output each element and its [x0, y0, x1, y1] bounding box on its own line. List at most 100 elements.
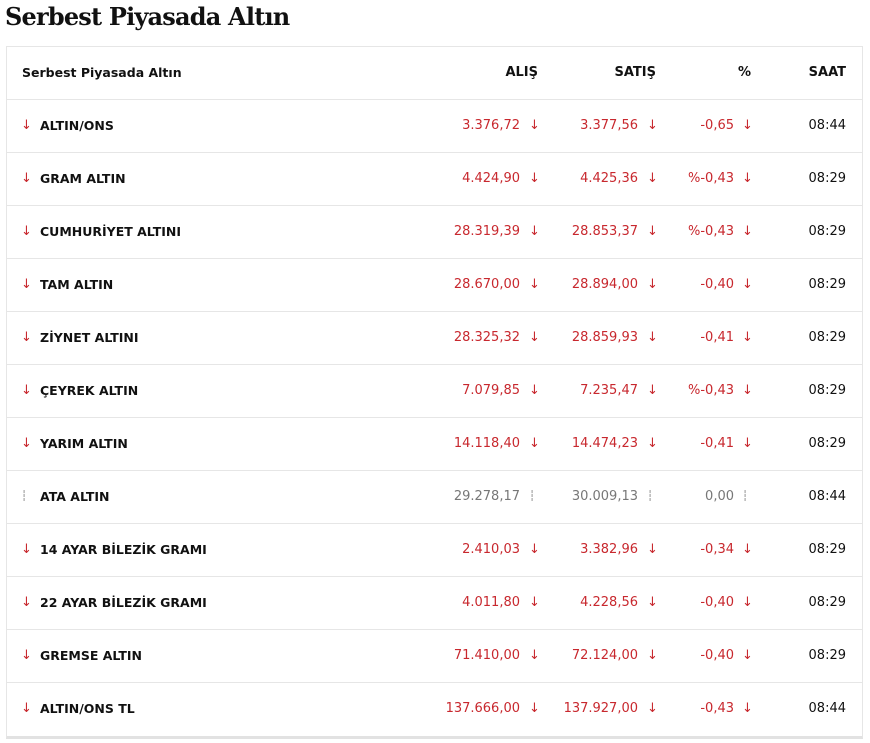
buy-price: 2.410,03 [462, 542, 520, 557]
sell-price: 28.859,93 [571, 330, 638, 345]
asset-name: ATA ALTIN [40, 489, 110, 504]
trend-icon: ↓ [21, 436, 32, 451]
trend-icon: ↓ [529, 330, 540, 345]
table-row: ↓ GREMSE ALTIN 71.410,00 ↓ 72.124,00 ↓ -0,40 ↓ 0… [7, 630, 862, 683]
trend-icon: ┆ [647, 491, 654, 502]
change-percent: -0,43 [700, 701, 734, 716]
change-percent: %-0,43 [688, 171, 734, 186]
buy-price: 137.666,00 [445, 701, 520, 716]
trend-icon: ↓ [647, 118, 658, 133]
trend-icon: ↓ [647, 595, 658, 610]
buy-price: 4.424,90 [462, 171, 520, 186]
trend-icon: ↓ [647, 330, 658, 345]
asset-name: YARIM ALTIN [40, 436, 128, 451]
asset-name: GRAM ALTIN [40, 171, 126, 186]
trend-icon: ↓ [742, 118, 753, 133]
update-time: 08:29 [808, 436, 846, 451]
column-header: ALIŞ [505, 65, 538, 80]
update-time: 08:44 [808, 489, 846, 504]
buy-price: 71.410,00 [453, 648, 520, 663]
change-percent: 0,00 [705, 489, 734, 504]
trend-icon: ↓ [647, 648, 658, 663]
sell-price: 7.235,47 [580, 383, 638, 398]
column-header: SATIŞ [614, 65, 656, 80]
update-time: 08:29 [808, 330, 846, 345]
trend-icon: ↓ [647, 224, 658, 239]
trend-icon: ↓ [529, 383, 540, 398]
change-percent: -0,40 [700, 648, 734, 663]
sell-price: 28.853,37 [571, 224, 638, 239]
sell-price: 30.009,13 [571, 489, 638, 504]
trend-icon: ↓ [647, 701, 658, 716]
table-row: ↓ ÇEYREK ALTIN 7.079,85 ↓ 7.235,47 ↓ %-0,43 ↓ 08… [7, 365, 862, 418]
trend-icon: ↓ [647, 171, 658, 186]
sell-price: 3.377,56 [580, 118, 638, 133]
table-row: ↓ TAM ALTIN 28.670,00 ↓ 28.894,00 ↓ -0,40 ↓ 08:2… [7, 259, 862, 312]
trend-icon: ↓ [529, 701, 540, 716]
buy-price: 28.670,00 [453, 277, 520, 292]
table-row: ↓ GRAM ALTIN 4.424,90 ↓ 4.425,36 ↓ %-0,43 ↓ 08:2… [7, 153, 862, 206]
table-row: ↓ ALTIN/ONS 3.376,72 ↓ 3.377,56 ↓ -0,65 ↓ 08:44 [7, 100, 862, 153]
page-title: Serbest Piyasada Altın [5, 2, 290, 31]
asset-name: GREMSE ALTIN [40, 648, 142, 663]
trend-icon: ↓ [21, 648, 32, 663]
trend-icon: ↓ [742, 224, 753, 239]
update-time: 08:29 [808, 595, 846, 610]
trend-icon: ↓ [529, 277, 540, 292]
change-percent: -0,34 [700, 542, 734, 557]
asset-name: 14 AYAR BİLEZİK GRAMI [40, 542, 207, 557]
change-percent: -0,65 [700, 118, 734, 133]
update-time: 08:29 [808, 171, 846, 186]
trend-icon: ┆ [529, 491, 536, 502]
trend-icon: ↓ [529, 171, 540, 186]
update-time: 08:29 [808, 542, 846, 557]
column-header: SAAT [808, 65, 846, 80]
trend-icon: ↓ [529, 595, 540, 610]
asset-name: ALTIN/ONS [40, 118, 114, 133]
change-percent: -0,40 [700, 595, 734, 610]
trend-icon: ↓ [21, 542, 32, 557]
trend-icon: ↓ [529, 542, 540, 557]
sell-price: 14.474,23 [571, 436, 638, 451]
trend-icon: ↓ [647, 436, 658, 451]
trend-icon: ↓ [647, 542, 658, 557]
sell-price: 72.124,00 [571, 648, 638, 663]
trend-icon: ↓ [742, 171, 753, 186]
change-percent: -0,41 [700, 436, 734, 451]
sell-price: 28.894,00 [571, 277, 638, 292]
trend-icon: ↓ [647, 277, 658, 292]
buy-price: 28.325,32 [453, 330, 520, 345]
trend-icon: ↓ [21, 701, 32, 716]
trend-icon: ↓ [742, 330, 753, 345]
trend-icon: ↓ [529, 118, 540, 133]
trend-icon: ↓ [21, 171, 32, 186]
trend-icon: ↓ [21, 118, 32, 133]
sell-price: 3.382,96 [580, 542, 638, 557]
asset-name: 22 AYAR BİLEZİK GRAMI [40, 595, 207, 610]
update-time: 08:29 [808, 648, 846, 663]
trend-icon: ↓ [21, 277, 32, 292]
trend-icon: ↓ [742, 542, 753, 557]
trend-icon: ┆ [21, 491, 28, 502]
trend-icon: ↓ [742, 436, 753, 451]
trend-icon: ┆ [742, 491, 749, 502]
update-time: 08:44 [808, 701, 846, 716]
trend-icon: ↓ [647, 383, 658, 398]
asset-name: ÇEYREK ALTIN [40, 383, 139, 398]
trend-icon: ↓ [21, 595, 32, 610]
buy-price: 7.079,85 [462, 383, 520, 398]
table-row: ↓ 14 AYAR BİLEZİK GRAMI 2.410,03 ↓ 3.382,96 ↓… [7, 524, 862, 577]
column-header: Serbest Piyasada Altın [22, 65, 182, 80]
change-percent: -0,40 [700, 277, 734, 292]
table-row: ┆ ATA ALTIN 29.278,17 ┆ 30.009,13 ┆ 0,00 ┆ 08:44 [7, 471, 862, 524]
change-percent: %-0,43 [688, 383, 734, 398]
trend-icon: ↓ [529, 224, 540, 239]
buy-price: 3.376,72 [462, 118, 520, 133]
buy-price: 28.319,39 [453, 224, 520, 239]
table-row: ↓ CUMHURİYET ALTINI 28.319,39 ↓ 28.853,37 ↓ %-… [7, 206, 862, 259]
table-header: Serbest Piyasada Altın ALIŞ SATIŞ % SAAT [7, 47, 862, 100]
table-row: ↓ 22 AYAR BİLEZİK GRAMI 4.011,80 ↓ 4.228,56 ↓… [7, 577, 862, 630]
buy-price: 29.278,17 [453, 489, 520, 504]
asset-name: ALTIN/ONS TL [40, 701, 135, 716]
trend-icon: ↓ [742, 277, 753, 292]
